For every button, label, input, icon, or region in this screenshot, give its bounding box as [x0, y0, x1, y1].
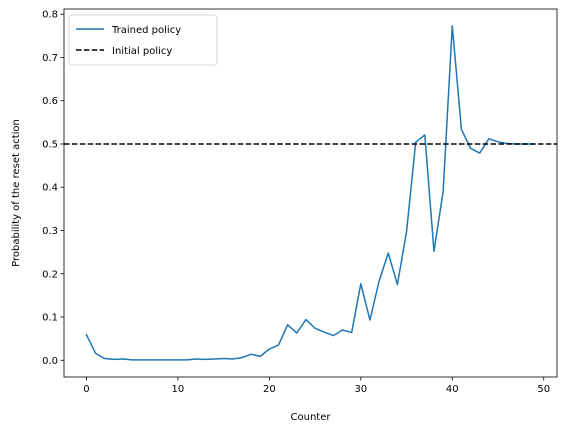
y-tick-label: 0.7 [42, 53, 58, 64]
x-tick-label: 10 [172, 384, 185, 395]
y-tick-label: 0.3 [42, 226, 58, 237]
x-tick-label: 0 [83, 384, 89, 395]
plot-area [64, 25, 557, 361]
y-tick-label: 0.4 [42, 183, 58, 194]
y-tick-label: 0.6 [42, 96, 58, 107]
y-tick-label: 0.2 [42, 269, 58, 280]
y-tick-label: 0.8 [42, 10, 58, 21]
x-tick-label: 40 [446, 384, 459, 395]
x-axis-label: Counter [291, 412, 332, 423]
y-tick-label: 0.1 [42, 313, 58, 324]
axes-frame [63, 8, 558, 378]
legend-label-trained-policy: Trained policy [111, 25, 181, 36]
legend-label-initial-policy: Initial policy [112, 46, 172, 57]
x-tick-label: 30 [354, 384, 367, 395]
y-tick-label: 0.0 [42, 356, 58, 367]
y-axis-label: Probability of the reset action [11, 119, 22, 267]
legend-box [68, 14, 218, 66]
y-tick-label: 0.5 [42, 139, 58, 150]
series-line-trained-policy [85, 25, 536, 361]
x-tick-label: 20 [263, 384, 276, 395]
legend: Trained policy Initial policy [68, 14, 218, 66]
ticks: 0 10 20 30 40 50 0.0 0.1 0.2 0.3 0.4 0.5 0.6 0.7 0.8 [42, 10, 550, 395]
x-tick-label: 50 [537, 384, 550, 395]
